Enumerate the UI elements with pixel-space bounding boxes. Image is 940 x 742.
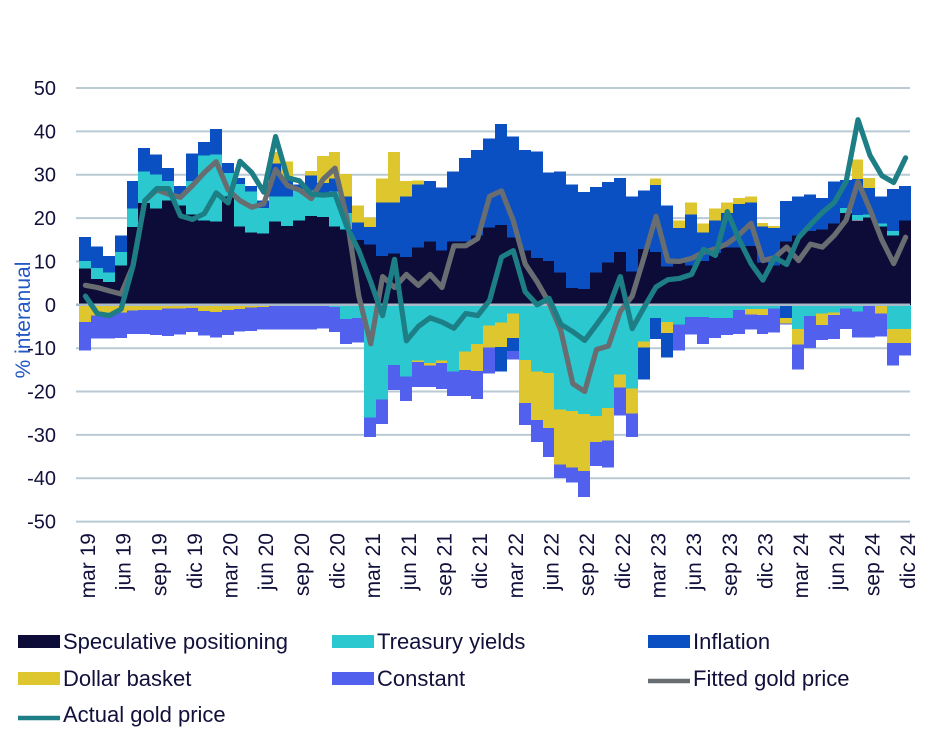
svg-text:20: 20 bbox=[34, 208, 56, 230]
svg-text:% interanual: % interanual bbox=[12, 262, 35, 379]
svg-text:dic 24: dic 24 bbox=[897, 533, 920, 589]
svg-text:10: 10 bbox=[34, 251, 56, 273]
svg-text:-20: -20 bbox=[27, 382, 56, 404]
svg-text:dic 22: dic 22 bbox=[612, 533, 635, 589]
svg-text:0: 0 bbox=[45, 295, 56, 317]
svg-text:sep 23: sep 23 bbox=[719, 533, 742, 596]
svg-text:dic 19: dic 19 bbox=[184, 533, 207, 589]
svg-text:dic 20: dic 20 bbox=[327, 533, 350, 589]
svg-text:sep 20: sep 20 bbox=[291, 533, 314, 596]
svg-text:mar 23: mar 23 bbox=[648, 533, 671, 598]
svg-text:sep 24: sep 24 bbox=[861, 533, 884, 596]
svg-text:mar 22: mar 22 bbox=[505, 533, 528, 598]
svg-text:Treasury yields: Treasury yields bbox=[377, 629, 525, 654]
svg-text:-10: -10 bbox=[27, 338, 56, 360]
svg-text:jun 24: jun 24 bbox=[826, 533, 849, 592]
svg-text:sep 21: sep 21 bbox=[434, 533, 457, 596]
svg-text:sep 19: sep 19 bbox=[148, 533, 171, 596]
svg-text:dic 21: dic 21 bbox=[469, 533, 492, 589]
svg-text:-30: -30 bbox=[27, 425, 56, 447]
svg-text:jun 21: jun 21 bbox=[398, 533, 421, 591]
svg-text:Fitted gold price: Fitted gold price bbox=[693, 666, 850, 691]
svg-text:-40: -40 bbox=[27, 468, 56, 490]
svg-text:jun 22: jun 22 bbox=[541, 533, 564, 591]
svg-text:mar 19: mar 19 bbox=[77, 533, 100, 598]
svg-text:-50: -50 bbox=[27, 512, 56, 534]
svg-text:mar 21: mar 21 bbox=[362, 533, 385, 598]
svg-text:Speculative positioning: Speculative positioning bbox=[63, 629, 288, 654]
svg-text:40: 40 bbox=[34, 121, 56, 143]
svg-text:mar 24: mar 24 bbox=[790, 533, 813, 599]
svg-text:dic 23: dic 23 bbox=[754, 533, 777, 589]
svg-text:jun 20: jun 20 bbox=[255, 533, 278, 591]
svg-text:sep 22: sep 22 bbox=[576, 533, 599, 596]
svg-text:jun 23: jun 23 bbox=[683, 533, 706, 591]
svg-text:50: 50 bbox=[34, 78, 56, 100]
svg-text:Inflation: Inflation bbox=[693, 629, 770, 654]
svg-text:Dollar basket: Dollar basket bbox=[63, 666, 191, 691]
svg-text:Constant: Constant bbox=[377, 666, 465, 691]
svg-text:Actual gold price: Actual gold price bbox=[63, 702, 226, 727]
svg-text:jun 19: jun 19 bbox=[113, 533, 136, 591]
svg-text:30: 30 bbox=[34, 165, 56, 187]
svg-text:mar 20: mar 20 bbox=[220, 533, 243, 598]
